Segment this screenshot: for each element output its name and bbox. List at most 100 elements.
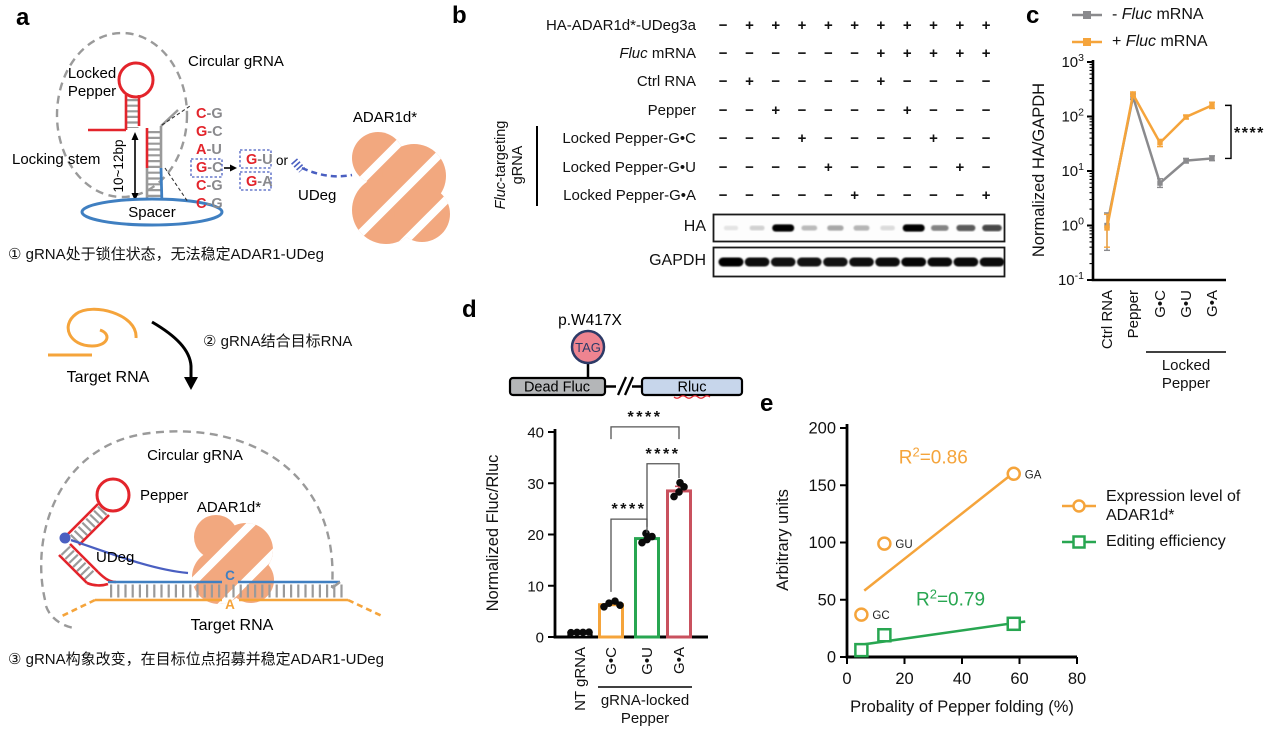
condition-value: + [902,16,912,34]
ha-blot-label: HA [683,218,706,235]
svg-text:C-G: C-G [196,106,223,122]
grna-group-bracket [536,126,539,206]
blot-band [853,225,870,231]
condition-value: − [981,130,991,148]
blot-band [749,225,765,231]
mutant-ga: G-A [246,174,273,190]
svg-text:G•U: G•U [639,647,656,675]
svg-text:Pepper: Pepper [1162,375,1210,392]
pepper-label-2: Pepper [140,487,188,504]
svg-text:50: 50 [818,591,836,609]
condition-value: − [771,187,781,205]
condition-row: Locked Pepper-G•A − − − − − + − − − − + [440,181,1002,209]
condition-label: Fluc mRNA [619,45,696,63]
target-rna-label-2: Target RNA [191,617,274,634]
pepper-loop [117,61,155,99]
svg-text:Normalized Fluc/Rluc: Normalized Fluc/Rluc [484,455,502,612]
rluc-box [640,376,744,397]
panel-d-letter: d [462,296,477,323]
condition-row: HA-ADAR1d*-UDeg3a − + + + + + + + + + + [440,11,1002,39]
svg-text:20: 20 [527,527,544,544]
svg-text:60: 60 [1010,670,1028,688]
condition-value: + [771,16,781,34]
step1-caption: ① gRNA处于锁住状态，无法稳定ADAR1-UDeg [8,246,324,263]
condition-value: − [902,187,912,205]
ha-gapdh-line-chart: 10-1 100 101 102 103 Normalized HA/GAPDH **** C… [1030,52,1263,392]
condition-value: + [955,45,965,63]
legend-marker [1072,37,1102,46]
condition-value: − [745,187,754,205]
condition-value: − [850,130,860,148]
condition-value: − [876,187,886,205]
condition-value: − [823,73,833,91]
base-pair-list: C-G G-C A-U G-C C-G C-G [196,106,223,212]
svg-text:G-C: G-C [196,124,223,140]
dead-fluc-box [508,376,607,397]
svg-text:Pepper: Pepper [1125,290,1142,338]
condition-value: − [745,158,754,176]
condition-value: + [771,101,781,119]
mutation-label: p.W417X [558,312,622,329]
condition-value: − [981,73,991,91]
condition-value: − [823,130,833,148]
condition-label: Pepper [647,101,696,119]
condition-row: Ctrl RNA − + − − − − + − − − − [440,68,1002,96]
blot-band [956,224,976,232]
reporter-construct: p.W417X TAG Dead Fluc Rluc [508,312,744,399]
svg-text:100: 100 [1061,216,1084,235]
svg-text:A-U: A-U [196,142,222,158]
condition-value: − [797,73,807,91]
locked-pepper-label-2: Pepper [68,83,116,100]
step2-caption: ② gRNA结合目标RNA [203,333,353,350]
condition-value: − [902,73,912,91]
blot-band [927,257,953,267]
condition-value: − [718,101,728,119]
condition-label: Locked Pepper-G•U [562,158,696,176]
svg-text:0: 0 [842,670,851,688]
udeg-tail [301,166,353,178]
condition-value: − [718,45,728,63]
udeg-link [70,538,189,575]
circular-grna-ring-2 [40,430,334,601]
condition-value: + [823,16,833,34]
panel-e-letter: e [760,390,774,417]
panel-c-letter: c [1026,2,1040,29]
blot-band [823,257,848,267]
condition-value: − [929,73,938,91]
condition-value: + [955,158,965,176]
udeg-label-2: UDeg [96,549,134,566]
blot-band [953,257,979,267]
reaction-arrow [151,320,193,378]
legend-marker [1062,534,1096,549]
spacer-loop [80,197,224,227]
condition-value: − [745,45,754,63]
locking-stem-label: Locking stem [12,151,100,168]
svg-text:Arbitrary units: Arbitrary units [774,489,792,591]
adar1d-label: ADAR1d* [353,109,417,126]
svg-text:Ctrl RNA: Ctrl RNA [1099,290,1116,349]
pepper-loop-2 [95,477,131,513]
condition-value: − [955,130,965,148]
stop-codon-label: TAG [575,340,601,355]
condition-value: − [929,101,938,119]
udeg-hash [291,158,305,173]
condition-value: + [797,16,807,34]
dead-fluc-label: Dead Fluc [524,380,590,396]
condition-row: Locked Pepper-G•U − − − − + − − − − + − [440,153,1002,181]
condition-row: Locked Pepper-G•C − − − + − − − − + − − [440,125,1002,153]
svg-text:R2=0.86: R2=0.86 [899,444,968,468]
condition-value: − [823,187,833,205]
blot-band [931,225,949,231]
condition-value: − [718,16,728,34]
blot-band [723,225,739,231]
condition-label: Locked Pepper-G•A [563,187,696,205]
svg-text:200: 200 [808,420,836,438]
western-blot [712,213,1006,278]
svg-text:****: **** [646,446,681,463]
rluc-label: Rluc [677,380,706,396]
folding-correlation-chart: 0 20 40 60 80 0 50 100 150 200 Probality of Pepper… [774,420,1086,717]
condition-value: + [850,16,860,34]
legend-editing-efficiency: Editing efficiency [1062,532,1226,551]
svg-text:GA: GA [1025,469,1042,481]
